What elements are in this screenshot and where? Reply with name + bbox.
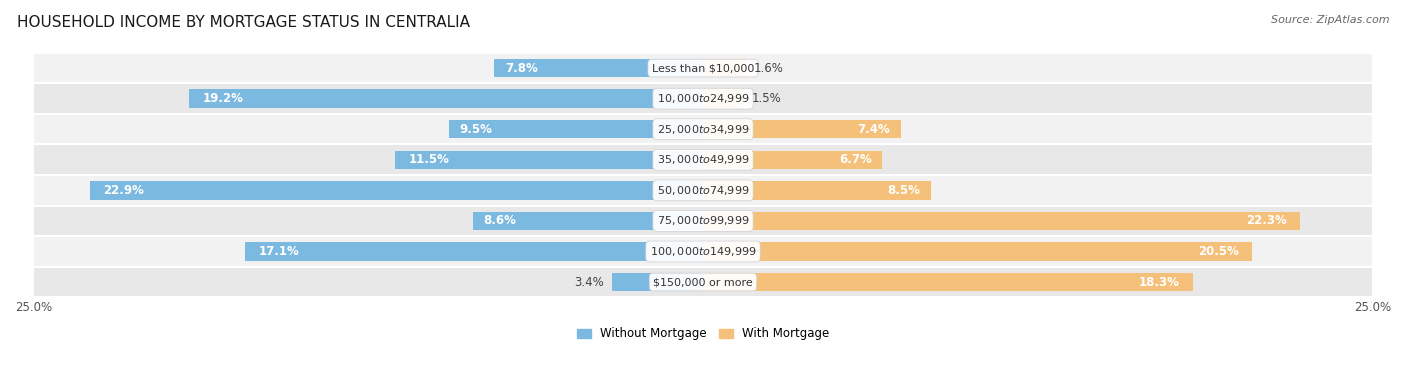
Bar (34, 206, 1372, 236)
Text: Less than $10,000: Less than $10,000 (652, 63, 754, 73)
Bar (34, 144, 1372, 175)
Bar (395, 150, 703, 169)
Text: $100,000 to $149,999: $100,000 to $149,999 (650, 245, 756, 258)
Text: $10,000 to $24,999: $10,000 to $24,999 (657, 92, 749, 105)
Bar (612, 273, 703, 291)
Text: $35,000 to $49,999: $35,000 to $49,999 (657, 153, 749, 166)
Text: $50,000 to $74,999: $50,000 to $74,999 (657, 184, 749, 197)
Text: 9.5%: 9.5% (460, 123, 492, 136)
Bar (34, 53, 1372, 84)
Text: 6.7%: 6.7% (839, 153, 872, 166)
Text: Source: ZipAtlas.com: Source: ZipAtlas.com (1271, 15, 1389, 25)
Bar (34, 236, 1372, 267)
Bar (703, 273, 1194, 291)
Bar (472, 212, 703, 230)
Bar (703, 242, 1251, 261)
Bar (34, 175, 1372, 206)
Bar (703, 181, 931, 200)
Bar (703, 150, 883, 169)
Bar (90, 181, 703, 200)
Bar (703, 120, 901, 138)
Bar (703, 90, 744, 108)
Bar (34, 84, 1372, 114)
Bar (245, 242, 703, 261)
Bar (188, 90, 703, 108)
Text: HOUSEHOLD INCOME BY MORTGAGE STATUS IN CENTRALIA: HOUSEHOLD INCOME BY MORTGAGE STATUS IN C… (17, 15, 470, 30)
Text: 11.5%: 11.5% (409, 153, 450, 166)
Bar (703, 59, 745, 77)
Bar (34, 114, 1372, 144)
Text: 18.3%: 18.3% (1139, 276, 1180, 288)
Text: 22.3%: 22.3% (1246, 214, 1286, 228)
Text: 1.6%: 1.6% (754, 62, 783, 74)
Text: 19.2%: 19.2% (202, 92, 243, 105)
Text: $150,000 or more: $150,000 or more (654, 277, 752, 287)
Bar (494, 59, 703, 77)
Legend: Without Mortgage, With Mortgage: Without Mortgage, With Mortgage (572, 323, 834, 345)
Text: 7.8%: 7.8% (505, 62, 537, 74)
Bar (34, 267, 1372, 297)
Text: 17.1%: 17.1% (259, 245, 299, 258)
Text: 20.5%: 20.5% (1198, 245, 1239, 258)
Text: $75,000 to $99,999: $75,000 to $99,999 (657, 214, 749, 228)
Text: $25,000 to $34,999: $25,000 to $34,999 (657, 123, 749, 136)
Text: 8.6%: 8.6% (484, 214, 516, 228)
Text: 1.5%: 1.5% (751, 92, 780, 105)
Bar (703, 212, 1301, 230)
Text: 3.4%: 3.4% (574, 276, 605, 288)
Bar (449, 120, 703, 138)
Text: 8.5%: 8.5% (887, 184, 920, 197)
Text: 22.9%: 22.9% (103, 184, 143, 197)
Text: 7.4%: 7.4% (858, 123, 890, 136)
